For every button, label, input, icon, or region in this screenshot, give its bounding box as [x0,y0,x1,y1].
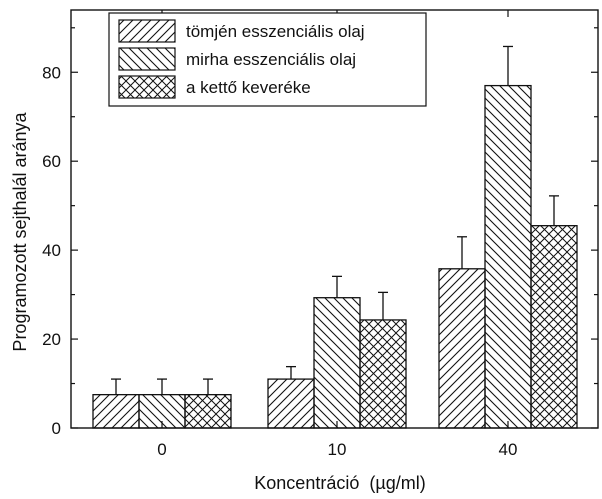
legend: tömjén esszenciális olaj mirha esszenciá… [108,12,427,107]
x-tick-label-0: 0 [157,440,166,459]
y-tick-label-40: 40 [42,241,61,260]
bar-s1-40 [438,268,486,429]
bar-s2-10 [313,297,361,429]
bar-s2-40 [484,84,532,429]
x-tick-label-40: 40 [499,440,518,459]
y-tick-label-80: 80 [42,63,61,82]
bar-s1-0 [92,393,140,429]
bar-s1-10 [267,378,315,429]
legend-label-2: mirha esszenciális olaj [186,50,356,69]
plot-frame [70,9,599,429]
legend-swatch-2 [118,47,176,71]
legend-swatch-3 [118,75,176,99]
legend-label-3: a kettő keveréke [186,78,311,97]
bar-s3-10 [359,319,407,429]
x-tick-label-10: 10 [328,440,347,459]
y-axis-title: Programozott sejthalál aránya [10,111,30,351]
bar-s3-40 [530,225,578,429]
y-tick-label-0: 0 [52,419,61,438]
axes-layer: 0 20 40 60 80 0 10 40 [42,9,599,459]
bar-s3-0 [184,393,232,429]
y-tick-label-20: 20 [42,330,61,349]
x-axis-title: Koncentráció (µg/ml) [254,473,425,493]
y-tick-label-60: 60 [42,152,61,171]
bars-layer [92,45,578,429]
legend-swatch-1 [118,19,176,43]
legend-label-1: tömjén esszenciális olaj [186,22,365,41]
